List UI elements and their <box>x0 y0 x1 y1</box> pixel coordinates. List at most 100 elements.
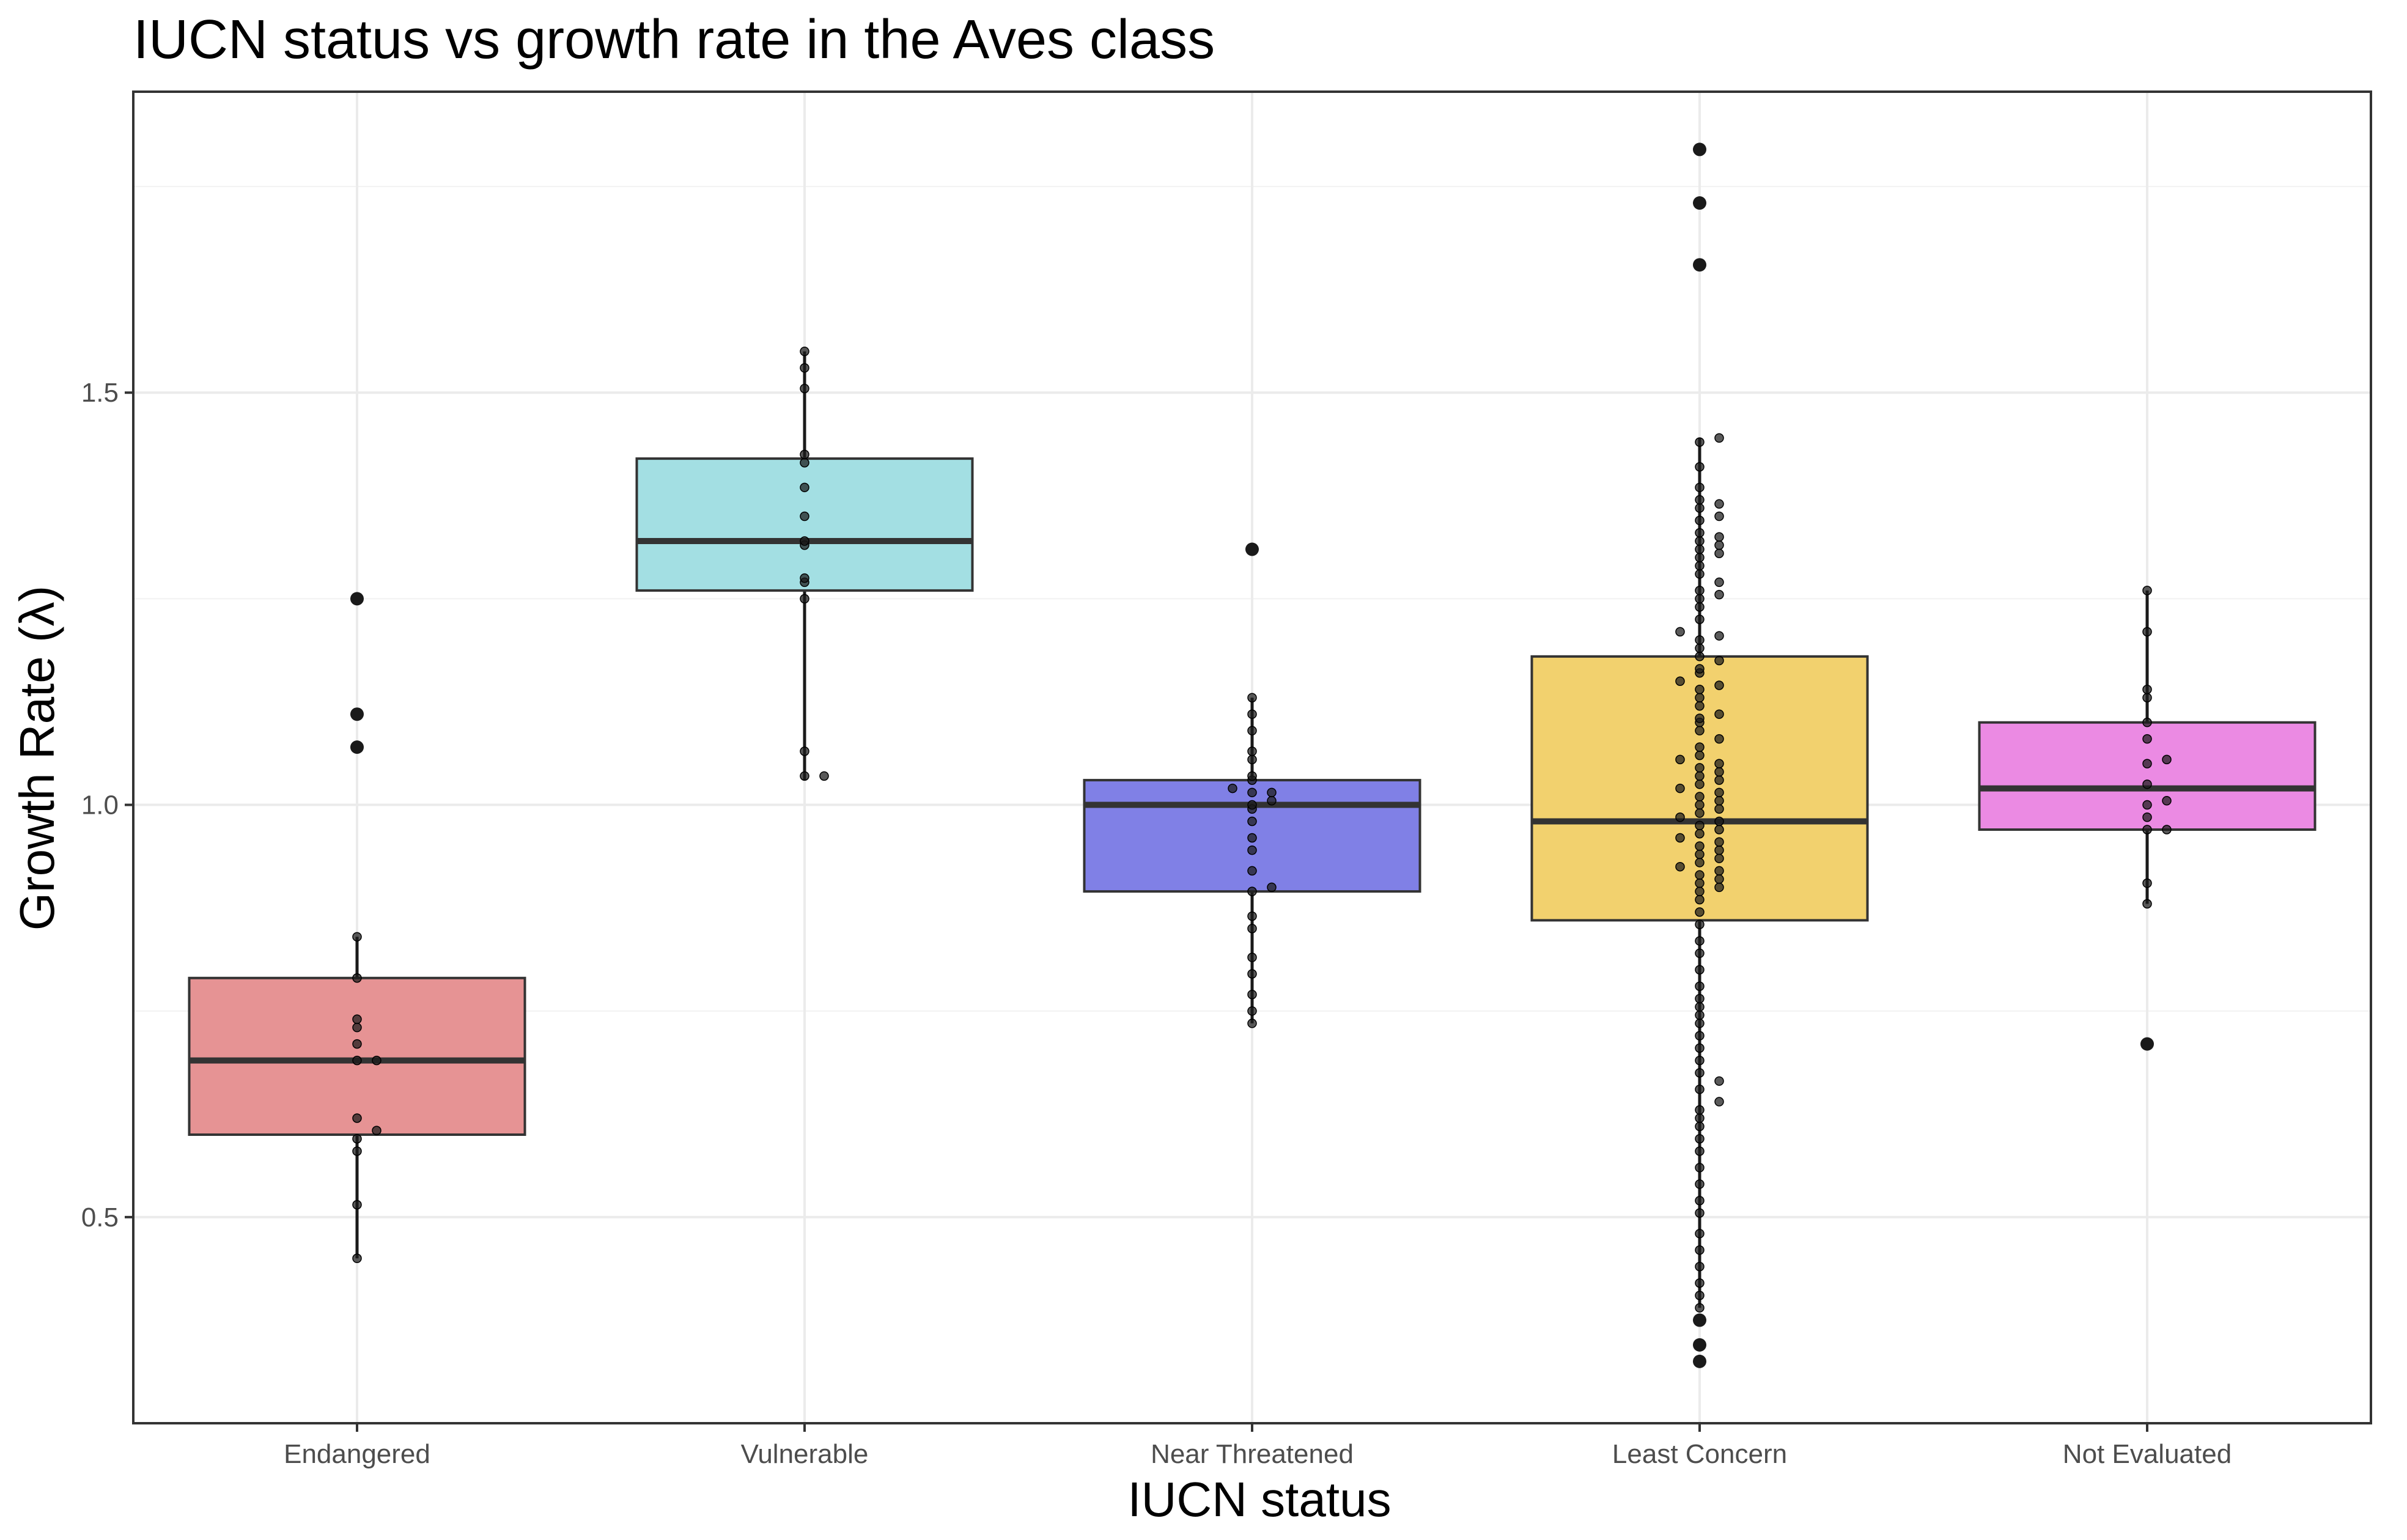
data-point <box>800 511 809 521</box>
data-point <box>1695 841 1705 851</box>
outlier-point <box>1693 258 1706 272</box>
data-point <box>1695 1179 1705 1189</box>
data-point <box>1695 701 1705 711</box>
data-point <box>1695 792 1705 801</box>
data-point <box>1695 1113 1705 1123</box>
data-point <box>1695 993 1705 1004</box>
data-point <box>1695 664 1705 674</box>
plot-panel: 0.5 1.0 1.5 Endangered Vulnerable Near Threat… <box>81 90 2372 1469</box>
data-point <box>1695 870 1705 880</box>
data-point <box>1695 684 1705 694</box>
data-point <box>352 1253 362 1264</box>
y-axis-title: Growth Rate (λ) <box>10 586 64 931</box>
data-point <box>800 746 809 756</box>
data-point <box>1247 866 1257 876</box>
data-point <box>1247 833 1257 843</box>
data-point <box>1695 1002 1705 1012</box>
data-point <box>1695 1043 1705 1053</box>
data-point <box>1714 825 1724 834</box>
outlier-point <box>1693 196 1706 210</box>
data-point <box>352 1199 362 1210</box>
data-point <box>1247 924 1257 934</box>
data-point <box>1695 643 1705 654</box>
data-point <box>1247 754 1257 765</box>
data-point <box>2142 878 2152 888</box>
data-point <box>1714 709 1724 719</box>
x-tick-label: Endangered <box>284 1439 430 1469</box>
data-point <box>1675 833 1685 843</box>
data-point <box>1695 713 1705 723</box>
data-point <box>352 1146 362 1156</box>
data-point <box>1714 577 1724 588</box>
data-point <box>1247 1019 1257 1028</box>
data-point <box>352 1133 362 1144</box>
data-point <box>1714 775 1724 785</box>
data-point <box>1695 503 1705 513</box>
data-point <box>800 363 809 373</box>
data-point <box>372 1055 382 1066</box>
data-point <box>1695 1055 1705 1066</box>
data-point <box>1247 816 1257 827</box>
data-point <box>1695 561 1705 571</box>
data-point <box>1267 796 1277 806</box>
data-point <box>2142 734 2152 744</box>
data-point <box>1714 734 1724 744</box>
data-point <box>1714 759 1724 768</box>
data-point <box>1714 1097 1724 1107</box>
data-point <box>1695 652 1705 661</box>
data-point <box>800 594 809 604</box>
chart-title: IUCN status vs growth rate in the Aves c… <box>133 9 1215 70</box>
data-point <box>1695 742 1705 752</box>
data-point <box>352 932 362 942</box>
data-point <box>1247 969 1257 979</box>
data-point <box>1228 783 1237 794</box>
data-point <box>2142 627 2152 637</box>
data-point <box>1695 771 1705 781</box>
data-point <box>1714 796 1724 806</box>
data-point <box>352 1113 362 1123</box>
data-point <box>1695 820 1705 831</box>
outlier-point <box>350 707 364 721</box>
box-vulnerable <box>635 457 974 592</box>
data-point <box>1247 693 1257 702</box>
data-point <box>1695 1163 1705 1173</box>
data-point <box>1695 1245 1705 1255</box>
outlier-point <box>350 740 364 754</box>
data-point <box>1675 754 1685 765</box>
data-point <box>1695 1196 1705 1206</box>
data-point <box>1714 532 1724 542</box>
data-point <box>1695 1105 1705 1115</box>
data-point <box>2142 586 2152 595</box>
data-point <box>1714 655 1724 666</box>
y-tick-label: 1.5 <box>81 378 119 408</box>
data-point <box>1695 544 1705 554</box>
data-point <box>800 482 809 493</box>
outlier-point <box>1693 1313 1706 1327</box>
data-point <box>1675 627 1685 637</box>
data-point <box>1695 1068 1705 1078</box>
data-point <box>1695 594 1705 604</box>
data-point <box>1695 981 1705 991</box>
data-point <box>1714 548 1724 558</box>
data-point <box>2142 693 2152 702</box>
data-point <box>1714 787 1724 798</box>
data-point <box>352 1039 362 1049</box>
data-point <box>1714 804 1724 814</box>
data-point <box>1714 866 1724 876</box>
data-point <box>1695 907 1705 917</box>
data-point <box>2142 717 2152 728</box>
data-point <box>1247 952 1257 962</box>
data-point <box>1695 936 1705 946</box>
data-point <box>352 1014 362 1024</box>
data-point <box>2142 684 2152 694</box>
data-point <box>2142 779 2152 789</box>
data-point <box>1675 783 1685 794</box>
data-point <box>1695 919 1705 929</box>
data-point <box>1714 589 1724 600</box>
data-point <box>1695 808 1705 818</box>
data-point <box>1714 816 1724 827</box>
data-point <box>1247 800 1257 810</box>
data-point <box>800 449 809 460</box>
data-point <box>1714 874 1724 884</box>
data-point <box>1695 528 1705 538</box>
